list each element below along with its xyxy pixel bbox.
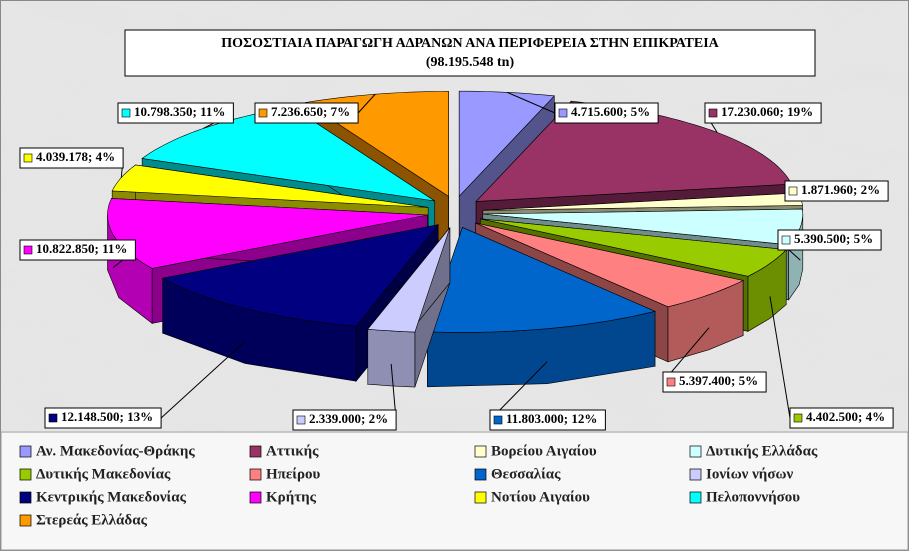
data-label-box [254,102,359,124]
data-label-key [493,415,503,425]
data-labels: 4.715.600; 5% 17.230.060; 19% 1.871.960; 2… [19,91,894,431]
data-label: 4.402.500; 4% [806,409,885,424]
slice [161,224,439,327]
legend-label: Πελοποννήσου [706,489,800,505]
title-box [124,29,816,77]
legend-swatch [19,468,32,481]
data-label-box [19,147,124,169]
data-label-key [708,108,718,118]
data-label-box [19,239,136,261]
data-label: 1.871.960; 2% [801,182,880,197]
data-label: 5.397.400; 5% [679,373,758,388]
legend-label: Αν. Μακεδονίας-Θράκης [36,443,195,459]
slice [107,198,428,269]
data-label-key [121,108,131,118]
data-label-box [489,409,606,431]
data-label-key [296,415,306,425]
data-label-key [558,108,568,118]
slice [367,227,451,333]
slice-group [426,226,656,388]
data-label-key [788,186,798,196]
legend: Αν. Μακεδονίας-Θράκης Αττικής Βορείου Αιγα… [19,443,818,528]
legend-label: Νοτίου Αιγαίου [491,489,590,505]
legend-swatch [689,491,702,504]
slice [475,222,745,308]
legend-label: Αττικής [266,443,319,459]
legend-label: Βορείου Αιγαίου [491,443,597,459]
data-label-key [781,235,791,245]
data-label-box [662,371,767,393]
legend-swatch [19,445,32,458]
data-label-key [258,108,268,118]
legend-label: Δυτικής Ελλάδας [706,443,818,459]
pie [107,90,804,388]
data-label-key [48,413,58,423]
data-label-key [23,245,33,255]
legend-label: Θεσσαλίας [491,466,561,482]
data-label: 10.822.850; 11% [36,241,127,256]
chart-subtitle: (98.195.548 tn) [426,55,515,70]
legend-swatch [19,514,32,527]
data-label-key [666,377,676,387]
slice [426,227,656,333]
slice-group [367,226,451,388]
data-label-box [704,102,822,124]
data-label-key [23,153,33,163]
legend-label: Ηπείρου [266,466,320,482]
legend-label: Κρήτης [266,489,317,505]
leader-line [357,93,376,114]
legend-swatch [249,468,262,481]
legend-swatch [689,445,702,458]
legend-swatch [474,468,487,481]
slice-wall [367,328,416,388]
legend-swatch [474,445,487,458]
legend-swatch [249,491,262,504]
data-label-box [292,409,397,431]
data-label-box [44,407,162,429]
data-label-key [793,413,803,423]
data-label: 17.230.060; 19% [721,104,813,119]
data-label-box [777,229,882,251]
legend-swatch [249,445,262,458]
data-label: 4.039.178; 4% [36,149,115,164]
legend-label: Δυτικής Μακεδονίας [36,466,171,482]
data-label: 2.339.000; 2% [309,411,388,426]
leader-line [769,296,791,419]
data-label: 5.390.500; 5% [794,231,873,246]
legend-swatch [19,491,32,504]
legend-swatch [689,468,702,481]
legend-background [0,431,909,551]
legend-label: Ιονίων νήσων [706,466,793,482]
data-label-box [554,102,659,124]
data-label-box [117,102,234,124]
legend-swatch [474,491,487,504]
data-label-box [789,407,894,429]
leader-line [160,341,246,419]
data-label: 12.148.500; 13% [61,409,153,424]
data-label-box [784,180,889,202]
data-label: 7.236.650; 7% [271,104,350,119]
data-label: 11.803.000; 12% [506,411,597,426]
slice [480,218,787,277]
legend-label: Κεντρικής Μακεδονίας [36,489,187,505]
leader-line [507,91,556,114]
data-label: 10.798.350; 11% [134,104,225,119]
legend-label: Στερεάς Ελλάδας [36,512,148,528]
chart-title: ΠΟΣΟΣΤΙΑΙΑ ΠΑΡΑΓΩΓΗ ΑΔΡΑΝΩΝ ΑΝΑ ΠΕΡΙΦΕΡΕ… [221,36,719,51]
data-label: 4.715.600; 5% [571,104,650,119]
